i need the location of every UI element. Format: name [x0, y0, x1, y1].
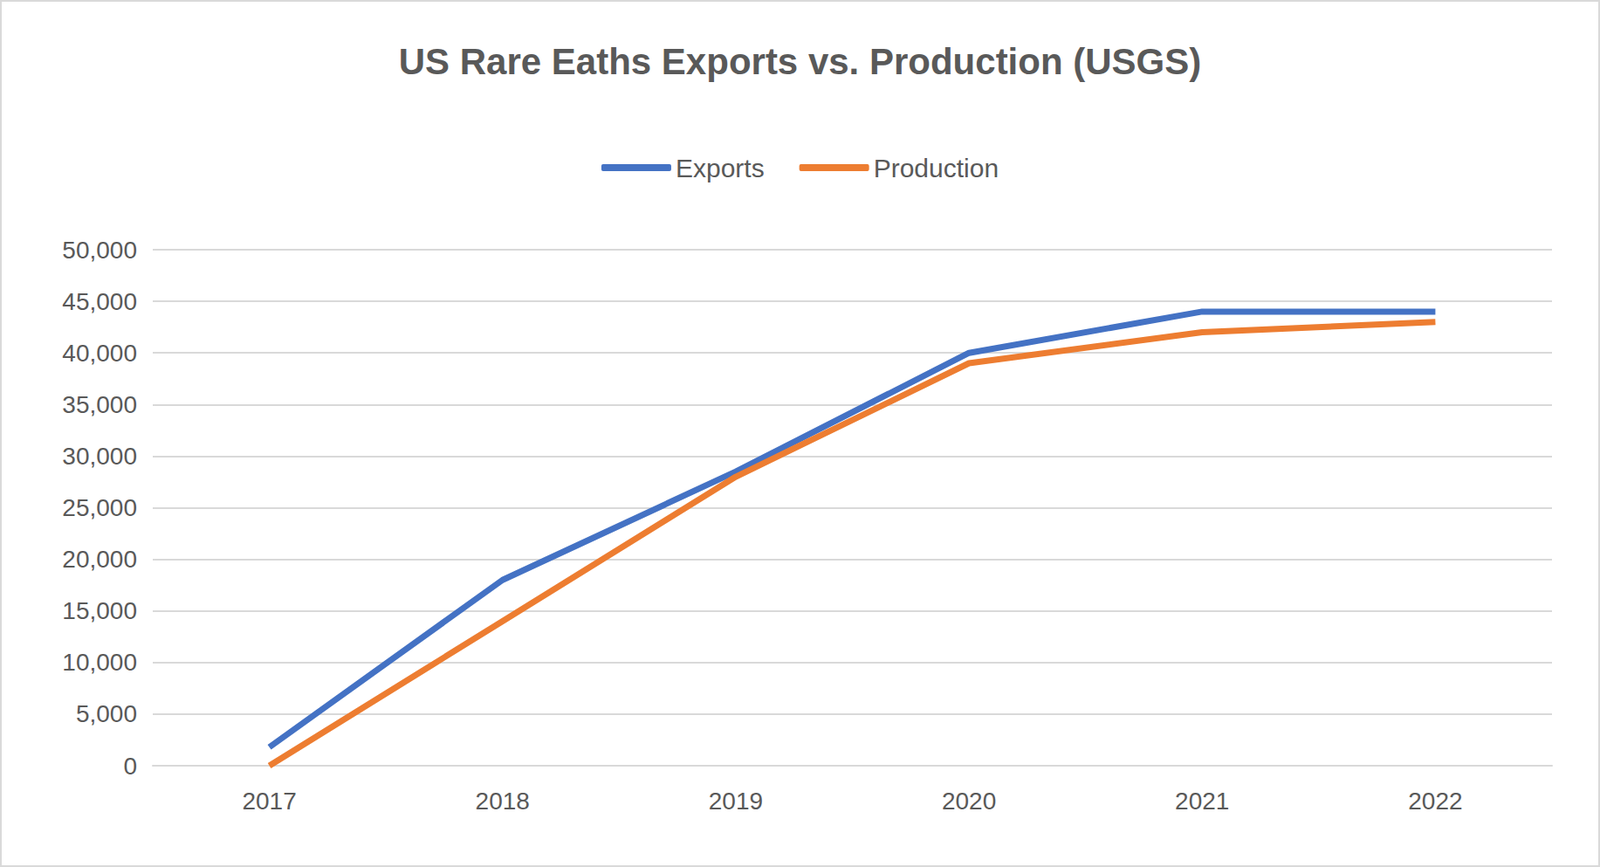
- svg-text:15,000: 15,000: [61, 597, 138, 625]
- svg-text:2019: 2019: [708, 787, 763, 815]
- svg-text:45,000: 45,000: [61, 288, 138, 316]
- svg-text:2020: 2020: [941, 787, 996, 815]
- svg-text:2021: 2021: [1174, 787, 1230, 815]
- svg-text:Production: Production: [873, 153, 999, 183]
- svg-text:10,000: 10,000: [61, 648, 138, 676]
- svg-text:35,000: 35,000: [61, 391, 138, 419]
- svg-text:20,000: 20,000: [61, 545, 138, 573]
- svg-text:2022: 2022: [1407, 787, 1463, 815]
- svg-text:5,000: 5,000: [75, 700, 138, 728]
- svg-text:US Rare Eaths Exports vs. Prod: US Rare Eaths Exports vs. Production (US…: [398, 41, 1202, 83]
- svg-text:2018: 2018: [475, 787, 530, 815]
- svg-text:0: 0: [123, 752, 138, 780]
- svg-text:40,000: 40,000: [61, 339, 138, 367]
- svg-text:Exports: Exports: [675, 153, 765, 183]
- svg-text:25,000: 25,000: [61, 494, 138, 522]
- svg-text:50,000: 50,000: [61, 236, 138, 264]
- svg-text:30,000: 30,000: [61, 442, 138, 470]
- svg-text:2017: 2017: [241, 787, 296, 815]
